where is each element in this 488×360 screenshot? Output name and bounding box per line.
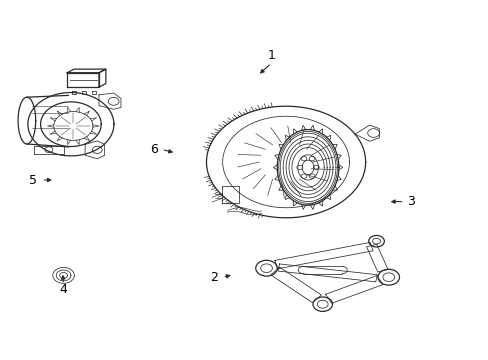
Text: 2: 2 (210, 271, 218, 284)
Text: 6: 6 (150, 143, 158, 156)
Text: 1: 1 (267, 49, 275, 62)
Text: 3: 3 (406, 195, 414, 208)
Text: 4: 4 (60, 283, 67, 296)
Text: 5: 5 (29, 174, 37, 186)
